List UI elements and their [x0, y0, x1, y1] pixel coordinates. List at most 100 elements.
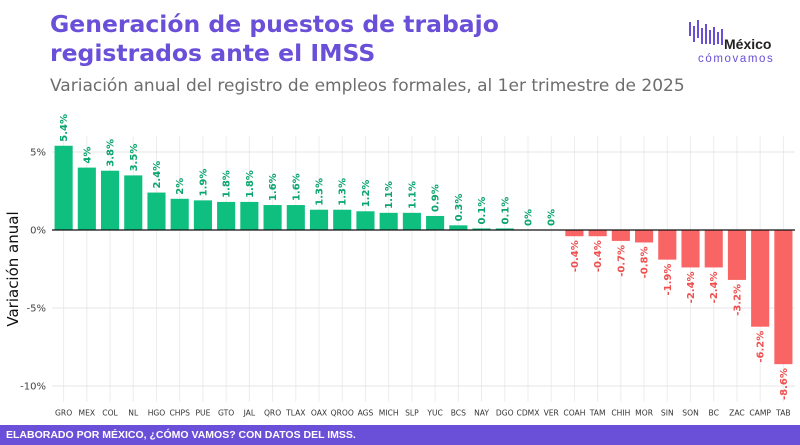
x-tick-label: VER — [544, 409, 560, 418]
x-tick-label: NAY — [474, 409, 489, 418]
chart-subtitle: Variación anual del registro de empleos … — [50, 76, 685, 96]
bar — [635, 230, 654, 243]
x-tick-label: CDMX — [517, 409, 540, 418]
bar — [565, 230, 584, 237]
x-tick-label: MOR — [635, 409, 654, 418]
bar — [356, 211, 375, 230]
bar — [217, 201, 236, 230]
bar — [704, 230, 723, 268]
bar-value-label: -2.4% — [709, 271, 720, 303]
bar-value-label: -1.9% — [663, 264, 674, 296]
logo-sub: cómovamos — [698, 53, 775, 65]
bar-value-label: 1.3% — [315, 178, 326, 206]
x-tick-label: QRO — [264, 409, 281, 418]
bar — [402, 212, 421, 230]
bar-value-label: -0.4% — [593, 240, 604, 272]
bar-value-label: 3.8% — [106, 139, 117, 167]
x-tick-label: COL — [102, 409, 118, 418]
bar — [333, 209, 352, 230]
x-tick-label: SLP — [405, 409, 419, 418]
bar-value-label: -0.4% — [570, 240, 581, 272]
x-tick-label: NL — [128, 409, 139, 418]
x-tick-label: CHIH — [611, 409, 630, 418]
bar-value-label: 2.4% — [152, 161, 163, 189]
bar-value-label: 1.6% — [268, 173, 279, 201]
y-tick-label: -10% — [20, 382, 46, 393]
bar — [774, 230, 793, 365]
bar-value-label: 1.2% — [361, 180, 372, 208]
x-tick-label: SON — [682, 409, 698, 418]
bar-value-label: 1.8% — [222, 170, 233, 198]
x-tick-label: TLAX — [285, 409, 305, 418]
bar-value-label: -2.4% — [686, 271, 697, 303]
bar — [309, 209, 329, 230]
bar-value-label: -0.7% — [616, 245, 627, 277]
x-tick-label: QROO — [331, 409, 354, 418]
bar — [263, 205, 282, 230]
bar-value-label: 2% — [175, 178, 186, 195]
y-axis-label: Variación anual — [4, 211, 22, 326]
x-tick-label: MEX — [79, 409, 96, 418]
bar — [100, 170, 120, 230]
x-tick-label: DGO — [496, 409, 514, 418]
x-tick-label: GTO — [218, 409, 234, 418]
x-tick-label: BCS — [451, 409, 466, 418]
bar-value-label: -0.8% — [640, 246, 651, 278]
x-tick-label: GRO — [55, 409, 72, 418]
bar — [681, 230, 700, 268]
bar-value-label: 4% — [82, 147, 93, 164]
bar — [77, 167, 96, 230]
x-tick-label: BC — [709, 409, 719, 418]
bar — [449, 225, 468, 230]
x-tick-label: HGO — [148, 409, 166, 418]
bar — [286, 205, 305, 230]
bar-value-label: -3.2% — [732, 284, 743, 316]
bar-value-label: -8.6% — [779, 368, 790, 400]
bar-value-label: 0.1% — [477, 197, 488, 225]
x-tick-label: PUE — [195, 409, 210, 418]
logo-bars-icon — [689, 20, 723, 45]
x-tick-label: MICH — [379, 409, 399, 418]
bar — [170, 198, 189, 230]
bar-value-label: 1.8% — [245, 170, 256, 198]
y-tick-label: 0% — [30, 226, 46, 237]
bar — [658, 230, 677, 260]
bar — [588, 230, 607, 237]
bar — [193, 200, 212, 230]
x-tick-label: SIN — [661, 409, 674, 418]
bar-value-label: 1.3% — [338, 178, 349, 206]
y-tick-label: 5% — [30, 148, 46, 159]
x-tick-label: YUC — [426, 409, 443, 418]
bar — [727, 230, 747, 280]
bar — [751, 230, 770, 327]
x-tick-label: AGS — [358, 409, 374, 418]
bar — [426, 215, 445, 230]
x-tick-label: CAMP — [749, 409, 771, 418]
bar-value-label: 1.1% — [384, 181, 395, 209]
mexico-como-vamos-logo: México cómovamos — [688, 18, 788, 70]
bar-chart: 5% 0% -5% -10% Variación anual 5.4% GRO 4% MEX 3.… — [4, 114, 795, 418]
bar — [611, 230, 630, 241]
bar-value-label: 0.3% — [454, 194, 465, 222]
bar-value-label: -6.2% — [756, 331, 767, 363]
bar — [379, 212, 398, 230]
x-tick-label: JAL — [243, 409, 256, 418]
x-tick-label: OAX — [311, 409, 327, 418]
bar-value-label: 5.4% — [59, 114, 70, 142]
bar-value-label: 1.9% — [198, 169, 209, 197]
logo-word: México — [724, 36, 772, 52]
x-tick-label: COAH — [563, 409, 585, 418]
bar-value-label: 0.1% — [500, 197, 511, 225]
x-tick-label: TAM — [589, 409, 606, 418]
bar-value-label: 1.1% — [407, 181, 418, 209]
bar — [124, 175, 143, 230]
x-tick-label: CHPS — [169, 409, 190, 418]
bar-value-label: 3.5% — [129, 144, 140, 172]
bar-value-label: 0% — [547, 209, 558, 226]
bar — [54, 145, 73, 230]
y-tick-label: -5% — [27, 304, 46, 315]
footer-credit: ELABORADO POR MÉXICO, ¿CÓMO VAMOS? CON D… — [0, 425, 800, 445]
chart-title: Generación de puestos de trabajo registr… — [50, 10, 499, 67]
bar — [472, 228, 491, 230]
bar — [240, 201, 259, 230]
